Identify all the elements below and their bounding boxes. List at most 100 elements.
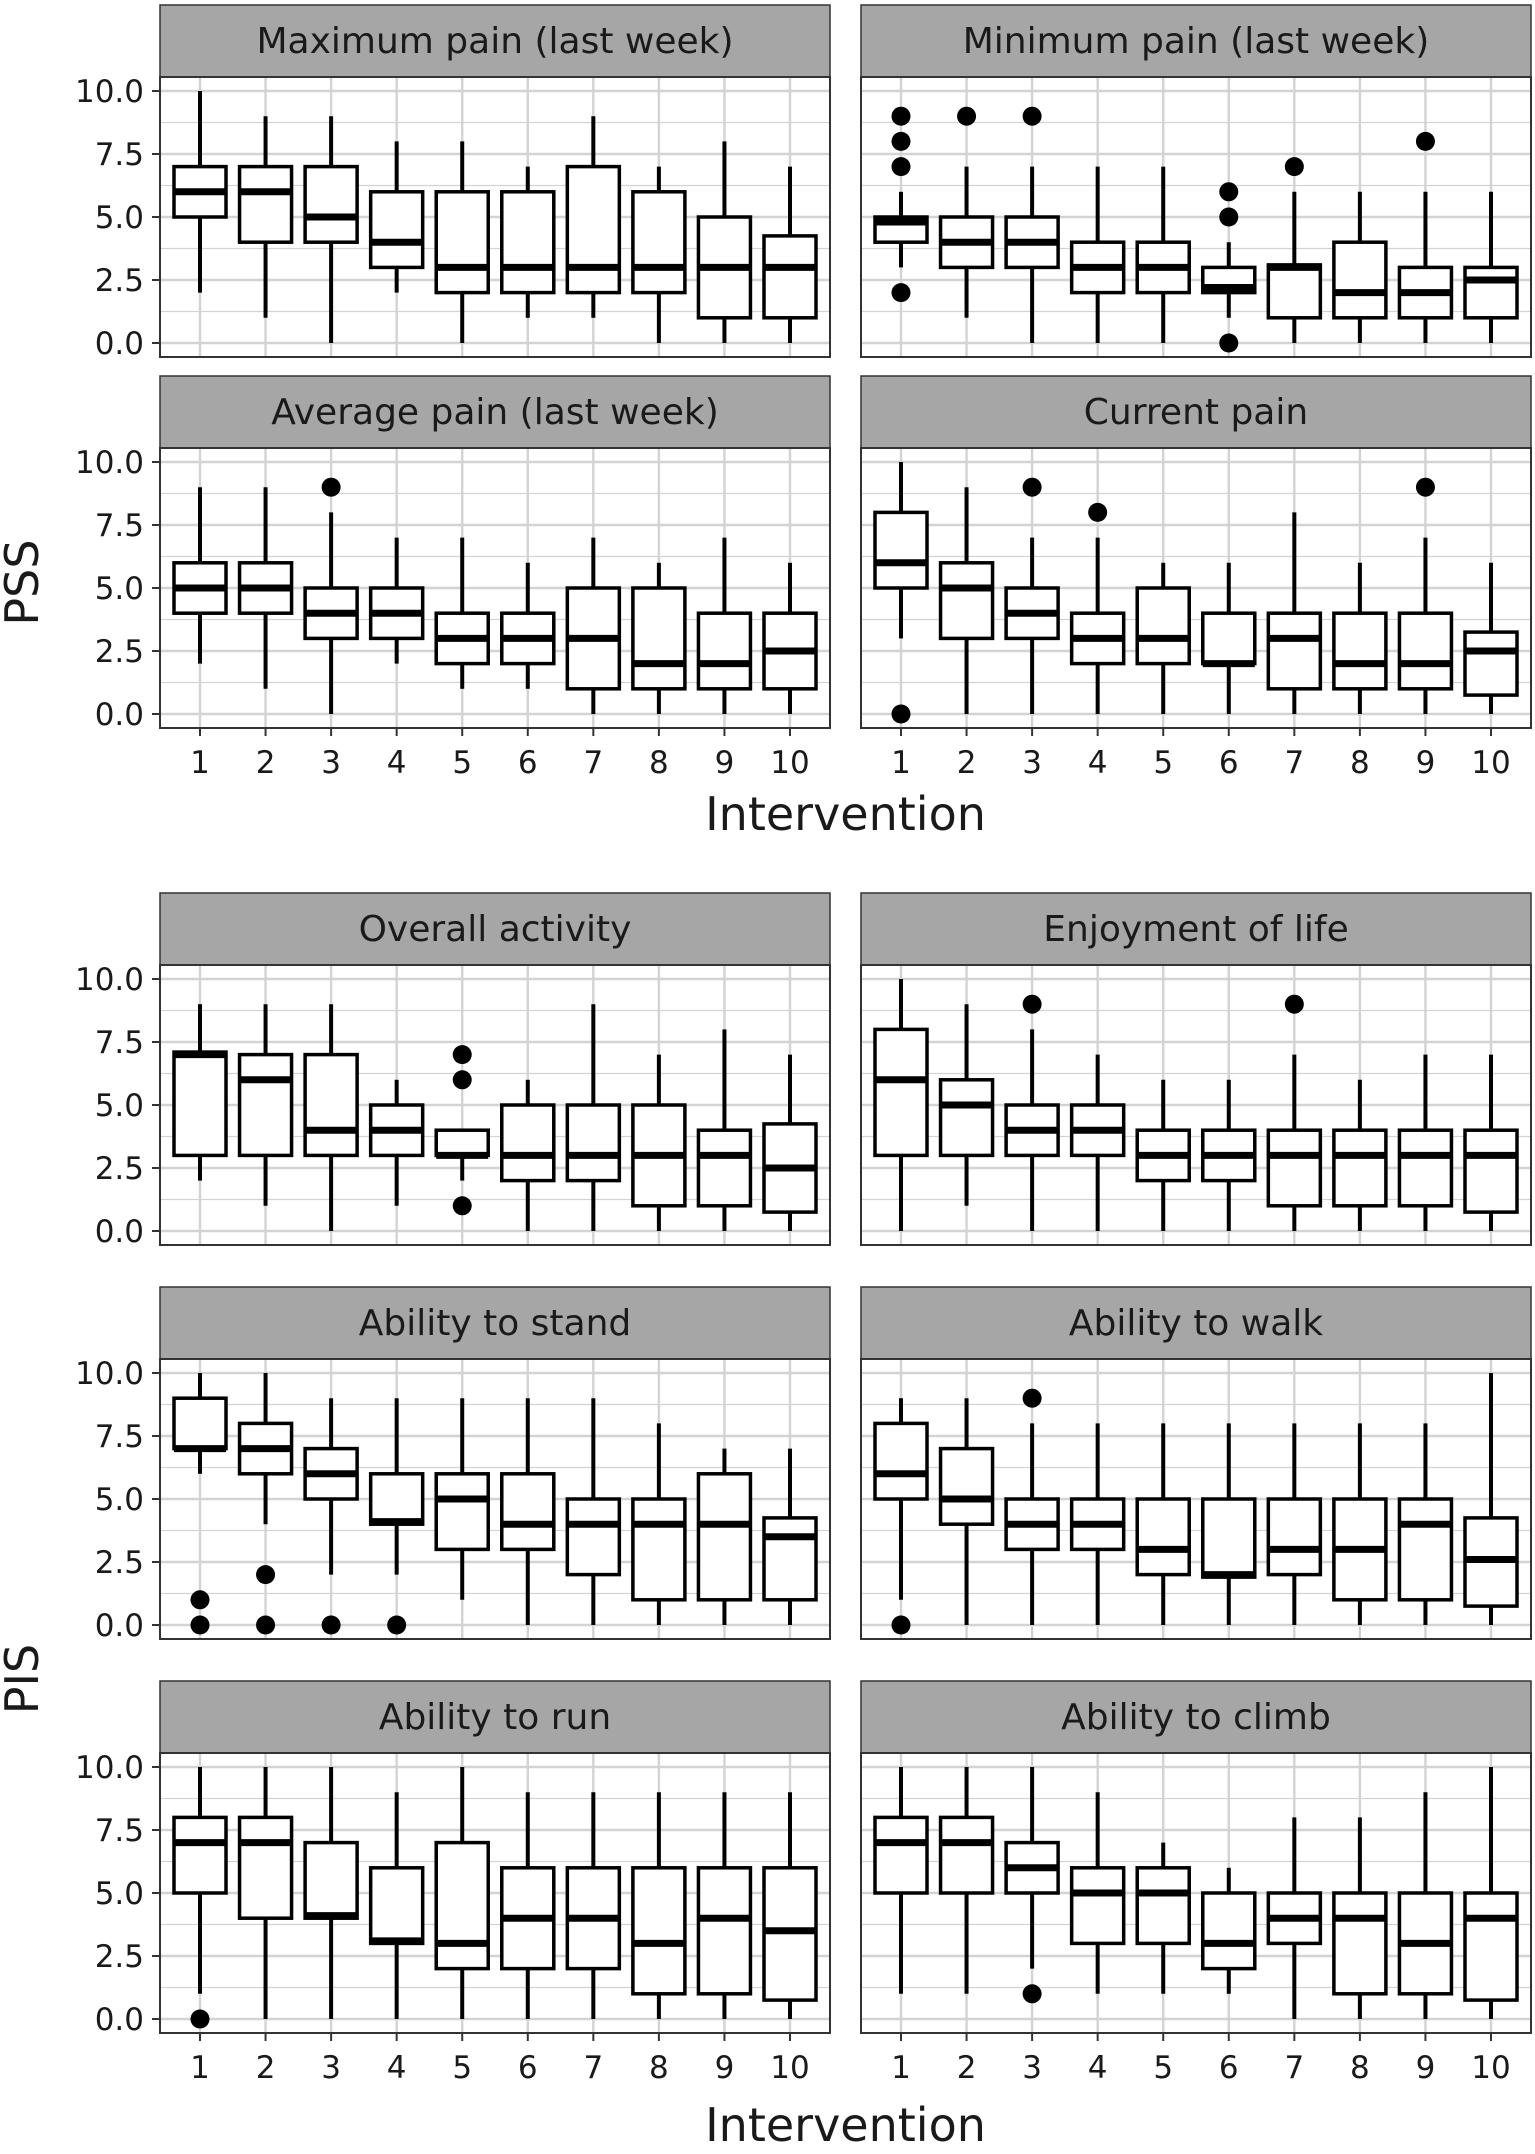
box-1 (873, 106, 929, 303)
x-tick-label: 3 (1022, 2050, 1042, 2086)
x-tick-label: 7 (583, 2050, 603, 2086)
box-iqr (1069, 1866, 1126, 1946)
box-iqr (172, 1815, 228, 1895)
x-axis-title: Intervention (705, 2098, 986, 2152)
x-axis: 1 2 3 4 5 6 7 8 9 10 (190, 728, 810, 781)
x-axis-title: Intervention (705, 787, 986, 841)
y-tick-label: 5.0 (95, 1482, 144, 1518)
box-4 (1069, 1423, 1126, 1625)
facet-title: Ability to run (379, 1697, 611, 1738)
x-tick-label: 8 (1350, 745, 1370, 781)
x-tick-label: 6 (518, 745, 538, 781)
outlier-point (1022, 994, 1042, 1014)
box-10 (1463, 1767, 1519, 2019)
outlier-point (1284, 157, 1304, 177)
box-iqr (565, 164, 622, 295)
box-9 (1397, 1792, 1454, 2019)
outlier-point (190, 1615, 210, 1635)
box-iqr (696, 611, 753, 691)
box-iqr (1266, 263, 1323, 320)
box-iqr (500, 1103, 556, 1183)
box-8 (1332, 1423, 1388, 1625)
x-tick-label: 9 (715, 745, 735, 781)
x-tick-label: 4 (1088, 2050, 1108, 2086)
box-iqr (1397, 611, 1454, 691)
box-iqr (1201, 1497, 1257, 1579)
box-iqr (434, 190, 490, 295)
box-3 (303, 477, 359, 714)
box-iqr (1463, 630, 1519, 697)
box-iqr (172, 1050, 228, 1158)
box-4 (1069, 1054, 1126, 1231)
box-6 (1201, 562, 1257, 714)
x-tick-label: 10 (770, 2050, 809, 2086)
box-iqr (565, 1103, 622, 1183)
x-tick-label: 10 (770, 745, 809, 781)
x-tick-label: 4 (387, 2050, 407, 2086)
x-tick-label: 7 (583, 745, 603, 781)
y-tick-label: 7.5 (95, 137, 144, 173)
box-9 (696, 1448, 753, 1625)
facet-title: Ability to walk (1069, 1303, 1323, 1344)
box-3 (303, 116, 359, 343)
box-3 (1004, 477, 1060, 714)
box-iqr (1332, 1128, 1388, 1208)
box-4 (368, 537, 425, 664)
outlier-point (1219, 207, 1239, 227)
box-iqr (696, 1472, 753, 1602)
box-iqr (303, 164, 359, 244)
box-iqr (631, 1866, 687, 1996)
outlier-point (891, 157, 911, 177)
x-tick-label: 5 (1153, 2050, 1173, 2086)
y-tick-label: 10.0 (75, 1750, 144, 1786)
box-9 (1397, 477, 1454, 714)
facet-strip (159, 1680, 831, 1754)
box-1 (172, 1767, 228, 2029)
panel-border (860, 1358, 1532, 1640)
facet-panel: Ability to climb 1 2 3 4 5 6 7 8 9 10 (860, 1680, 1532, 2086)
facet-title: Average pain (last week) (271, 392, 719, 433)
outlier-point (1219, 333, 1239, 353)
facet-title: Minimum pain (last week) (963, 21, 1430, 62)
box-4 (368, 1792, 425, 2019)
x-tick-label: 8 (649, 745, 669, 781)
facet-strip (159, 892, 831, 966)
box-iqr (1135, 1866, 1191, 1946)
outlier-point (190, 1590, 210, 1610)
box-7 (565, 1792, 622, 2019)
box-iqr (237, 1815, 294, 1920)
box-iqr (303, 1052, 359, 1158)
box-9 (696, 1792, 753, 2019)
box-iqr (873, 510, 929, 590)
outlier-point (891, 704, 911, 724)
box-5 (434, 141, 490, 343)
outlier-point (1219, 182, 1239, 202)
outlier-point (891, 106, 911, 126)
box-iqr (631, 190, 687, 295)
y-tick-label: 7.5 (95, 1813, 144, 1849)
x-tick-label: 9 (1416, 2050, 1436, 2086)
box-2 (938, 1398, 995, 1625)
x-tick-label: 4 (387, 745, 407, 781)
box-1 (172, 487, 228, 664)
y-tick-label: 10.0 (75, 445, 144, 481)
panel-border (860, 1752, 1532, 2034)
box-iqr (938, 1078, 995, 1158)
outlier-point (256, 1615, 276, 1635)
box-iqr (434, 1128, 490, 1158)
box-9 (1397, 131, 1454, 343)
box-10 (762, 562, 818, 714)
x-tick-label: 3 (1022, 745, 1042, 781)
y-tick-label: 2.5 (95, 1939, 144, 1975)
box-iqr (500, 1472, 556, 1552)
box-6 (500, 1398, 556, 1625)
box-8 (1332, 562, 1388, 714)
box-10 (762, 166, 818, 343)
y-tick-label: 0.0 (95, 2002, 144, 2038)
box-3 (303, 1767, 359, 2019)
box-4 (368, 1398, 425, 1635)
box-2 (938, 1767, 995, 1994)
y-tick-label: 10.0 (75, 1356, 144, 1392)
facet-title: Overall activity (359, 909, 632, 950)
x-tick-label: 7 (1284, 745, 1304, 781)
